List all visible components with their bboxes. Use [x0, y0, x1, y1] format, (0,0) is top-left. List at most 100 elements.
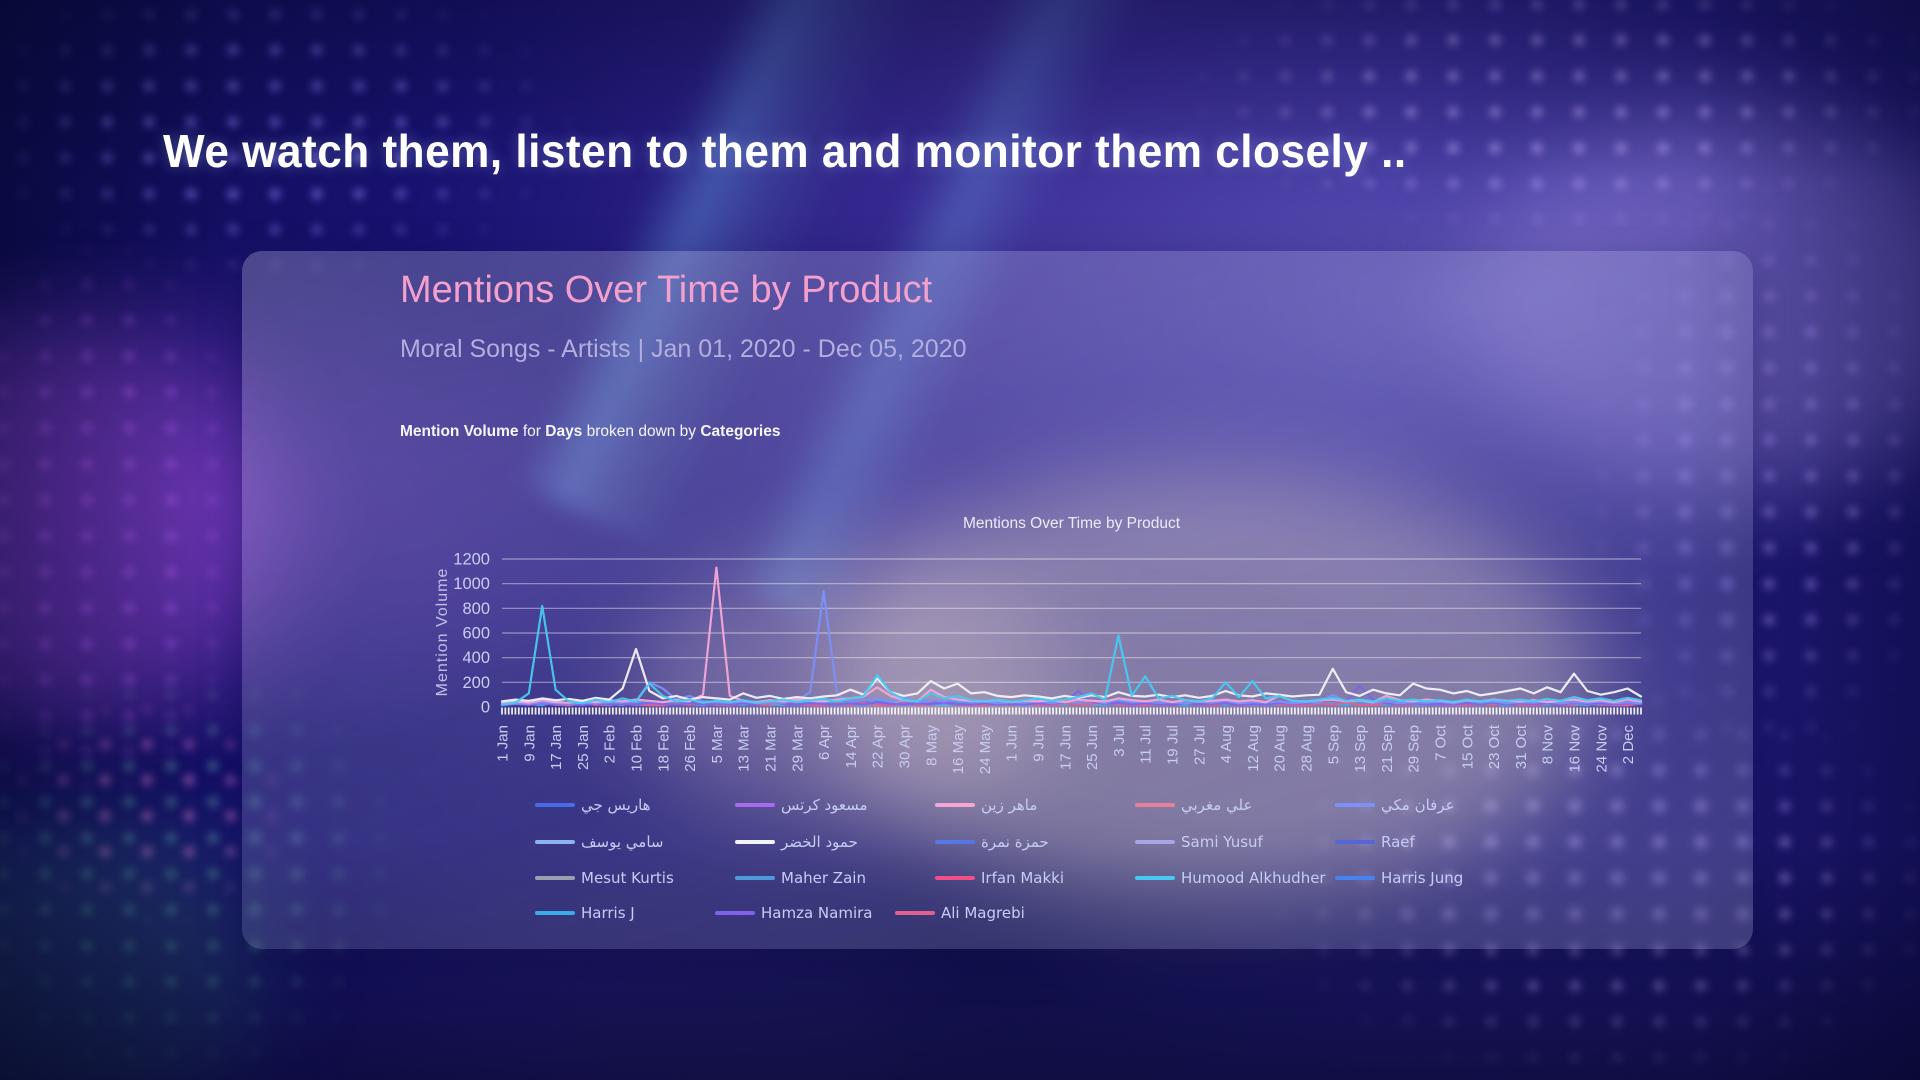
legend-item[interactable]: Raef	[1335, 833, 1535, 851]
legend-swatch-icon	[935, 876, 975, 880]
svg-text:14 Apr: 14 Apr	[843, 725, 860, 768]
legend-label: Sami Yusuf	[1181, 833, 1263, 851]
legend-item[interactable]: حمزة نمرة	[935, 833, 1135, 851]
legend-item[interactable]: ماهر زين	[935, 796, 1135, 814]
svg-text:3 Jul: 3 Jul	[1111, 725, 1128, 757]
svg-text:7 Oct: 7 Oct	[1433, 724, 1450, 761]
svg-text:12 Aug: 12 Aug	[1245, 725, 1262, 772]
legend-item[interactable]: Harris Jung	[1335, 869, 1535, 887]
legend-label: Mesut Kurtis	[581, 869, 674, 887]
legend-label: عرفان مكي	[1381, 796, 1455, 814]
legend-label: Harris Jung	[1381, 869, 1464, 887]
slide-heading: We watch them, listen to them and monito…	[163, 125, 1407, 177]
legend-label: Ali Magrebi	[941, 904, 1025, 922]
dimension-name: Days	[545, 423, 583, 440]
svg-text:17 Jan: 17 Jan	[548, 725, 565, 770]
svg-text:30 Apr: 30 Apr	[897, 725, 914, 768]
svg-text:5 Sep: 5 Sep	[1325, 725, 1342, 764]
legend-swatch-icon	[735, 840, 775, 844]
legend-swatch-icon	[735, 803, 775, 807]
svg-text:20 Aug: 20 Aug	[1272, 725, 1289, 772]
legend-row: Harris J Hamza Namira Ali Magrebi	[535, 901, 1075, 925]
legend-row: هاريس جي مسعود كرتس ماهر زين علي مغربي عرفان…	[535, 793, 1535, 817]
analytics-panel: Mentions Over Time by Product Moral Song…	[242, 251, 1753, 949]
svg-text:1000: 1000	[453, 575, 490, 593]
legend-label: Raef	[1381, 833, 1415, 851]
legend-item[interactable]: هاريس جي	[535, 796, 735, 814]
legend-swatch-icon	[935, 840, 975, 844]
legend-swatch-icon	[1135, 840, 1175, 844]
svg-text:21 Sep: 21 Sep	[1379, 725, 1396, 773]
svg-text:29 Sep: 29 Sep	[1406, 725, 1423, 773]
svg-text:23 Oct: 23 Oct	[1486, 724, 1503, 769]
legend-item[interactable]: سامي يوسف	[535, 833, 735, 851]
legend-label: علي مغربي	[1181, 796, 1253, 814]
chart-title: Mentions Over Time by Product	[962, 515, 1181, 532]
legend-item[interactable]: Hamza Namira	[715, 904, 895, 922]
svg-text:11 Jul: 11 Jul	[1138, 725, 1155, 764]
grouping-name: Categories	[700, 423, 781, 440]
legend-label: ماهر زين	[981, 796, 1038, 814]
legend-item[interactable]: Ali Magrebi	[895, 904, 1075, 922]
svg-text:2 Dec: 2 Dec	[1620, 725, 1637, 765]
legend-label: مسعود كرتس	[781, 796, 868, 814]
svg-text:25 Jan: 25 Jan	[575, 725, 592, 770]
svg-text:21 Mar: 21 Mar	[763, 725, 780, 772]
legend-item[interactable]: Mesut Kurtis	[535, 869, 735, 887]
legend-label: Humood Alkhudher	[1181, 869, 1326, 887]
panel-subtitle: Moral Songs - Artists | Jan 01, 2020 - D…	[400, 335, 967, 363]
svg-text:400: 400	[462, 649, 490, 667]
svg-text:28 Aug: 28 Aug	[1299, 725, 1316, 772]
legend-item[interactable]: Harris J	[535, 904, 715, 922]
svg-text:600: 600	[462, 625, 490, 643]
legend-item[interactable]: Irfan Makki	[935, 869, 1135, 887]
svg-text:200: 200	[462, 674, 490, 692]
svg-text:8 Nov: 8 Nov	[1540, 725, 1557, 765]
svg-text:25 Jun: 25 Jun	[1084, 725, 1101, 770]
legend-swatch-icon	[535, 840, 575, 844]
legend-item[interactable]: علي مغربي	[1135, 796, 1335, 814]
svg-text:1 Jan: 1 Jan	[495, 725, 512, 762]
panel-title: Mentions Over Time by Product	[400, 269, 933, 311]
legend-item[interactable]: Maher Zain	[735, 869, 935, 887]
y-axis-title: Mention Volume	[434, 567, 451, 697]
legend-swatch-icon	[1335, 840, 1375, 844]
legend-row: سامي يوسف حمود الخضر حمزة نمرة Sami Yusuf Ra…	[535, 830, 1535, 854]
legend-label: سامي يوسف	[581, 833, 664, 851]
svg-text:22 Apr: 22 Apr	[870, 725, 887, 768]
legend-swatch-icon	[535, 876, 575, 880]
legend-item[interactable]: عرفان مكي	[1335, 796, 1535, 814]
legend-swatch-icon	[535, 803, 575, 807]
legend-swatch-icon	[1135, 803, 1175, 807]
legend-item[interactable]: Sami Yusuf	[1135, 833, 1335, 851]
legend-item[interactable]: Humood Alkhudher	[1135, 869, 1335, 887]
svg-text:9 Jan: 9 Jan	[521, 725, 538, 762]
legend-swatch-icon	[735, 876, 775, 880]
svg-text:1 Jun: 1 Jun	[1004, 725, 1021, 762]
svg-text:24 Nov: 24 Nov	[1593, 725, 1610, 773]
legend-label: حمزة نمرة	[981, 833, 1049, 851]
svg-text:18 Feb: 18 Feb	[655, 725, 672, 772]
legend-item[interactable]: مسعود كرتس	[735, 796, 935, 814]
breakdown-text-2: broken down by	[582, 423, 701, 440]
svg-text:26 Feb: 26 Feb	[682, 725, 699, 772]
svg-text:19 Jul: 19 Jul	[1165, 725, 1182, 765]
svg-text:0: 0	[481, 699, 490, 717]
svg-text:24 May: 24 May	[977, 725, 994, 775]
legend-label: Harris J	[581, 904, 635, 922]
breakdown-line: Mention Volume for Days broken down by C…	[400, 423, 780, 441]
svg-text:8 May: 8 May	[923, 725, 940, 766]
svg-text:31 Oct: 31 Oct	[1513, 724, 1530, 769]
legend-label: Hamza Namira	[761, 904, 873, 922]
svg-text:6 Apr: 6 Apr	[816, 725, 833, 760]
svg-text:2 Feb: 2 Feb	[602, 725, 619, 763]
svg-text:29 Mar: 29 Mar	[789, 725, 806, 772]
legend-swatch-icon	[715, 911, 755, 915]
svg-text:13 Sep: 13 Sep	[1352, 725, 1369, 773]
legend-swatch-icon	[895, 911, 935, 915]
svg-text:16 Nov: 16 Nov	[1567, 725, 1584, 773]
svg-text:1200: 1200	[453, 551, 490, 569]
svg-text:10 Feb: 10 Feb	[629, 725, 646, 772]
legend-item[interactable]: حمود الخضر	[735, 833, 935, 851]
legend-label: Irfan Makki	[981, 869, 1065, 887]
